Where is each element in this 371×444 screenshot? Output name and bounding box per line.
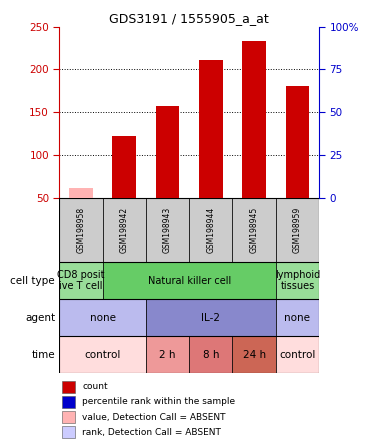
Text: IL-2: IL-2 xyxy=(201,313,220,323)
Bar xyxy=(276,198,319,262)
Bar xyxy=(62,426,75,438)
Text: GSM198943: GSM198943 xyxy=(163,207,172,253)
Bar xyxy=(189,198,233,262)
Text: lymphoid
tissues: lymphoid tissues xyxy=(275,270,320,291)
Bar xyxy=(146,198,189,262)
Text: CD8 posit
ive T cell: CD8 posit ive T cell xyxy=(57,270,105,291)
Text: 8 h: 8 h xyxy=(203,350,219,360)
Bar xyxy=(242,41,266,198)
Bar xyxy=(62,396,75,408)
Text: percentile rank within the sample: percentile rank within the sample xyxy=(82,397,236,406)
Text: agent: agent xyxy=(25,313,55,323)
Bar xyxy=(276,262,319,299)
Text: control: control xyxy=(85,350,121,360)
Bar xyxy=(62,411,75,423)
Text: none: none xyxy=(90,313,116,323)
Bar xyxy=(233,337,276,373)
Text: none: none xyxy=(285,313,311,323)
Text: control: control xyxy=(279,350,316,360)
Text: Natural killer cell: Natural killer cell xyxy=(148,276,231,285)
Text: GSM198945: GSM198945 xyxy=(250,207,259,253)
Text: 24 h: 24 h xyxy=(243,350,266,360)
Text: rank, Detection Call = ABSENT: rank, Detection Call = ABSENT xyxy=(82,428,221,437)
Text: value, Detection Call = ABSENT: value, Detection Call = ABSENT xyxy=(82,412,226,422)
Bar xyxy=(189,337,233,373)
Bar xyxy=(146,337,189,373)
Text: GSM198944: GSM198944 xyxy=(206,207,215,253)
Bar xyxy=(59,337,146,373)
Bar xyxy=(69,188,93,198)
Bar xyxy=(59,198,103,262)
Bar xyxy=(59,262,103,299)
Bar xyxy=(286,86,309,198)
Text: 2 h: 2 h xyxy=(159,350,176,360)
Bar xyxy=(112,136,136,198)
Bar xyxy=(62,381,75,392)
Bar xyxy=(103,262,276,299)
Bar xyxy=(276,299,319,337)
Bar xyxy=(59,299,146,337)
Bar xyxy=(103,198,146,262)
Text: GSM198942: GSM198942 xyxy=(120,207,129,253)
Bar xyxy=(199,60,223,198)
Title: GDS3191 / 1555905_a_at: GDS3191 / 1555905_a_at xyxy=(109,12,269,25)
Text: count: count xyxy=(82,382,108,391)
Bar xyxy=(233,198,276,262)
Bar xyxy=(146,299,276,337)
Bar xyxy=(156,106,180,198)
Text: GSM198958: GSM198958 xyxy=(76,207,85,253)
Bar xyxy=(276,337,319,373)
Text: cell type: cell type xyxy=(10,276,55,285)
Text: GSM198959: GSM198959 xyxy=(293,207,302,253)
Text: time: time xyxy=(32,350,55,360)
